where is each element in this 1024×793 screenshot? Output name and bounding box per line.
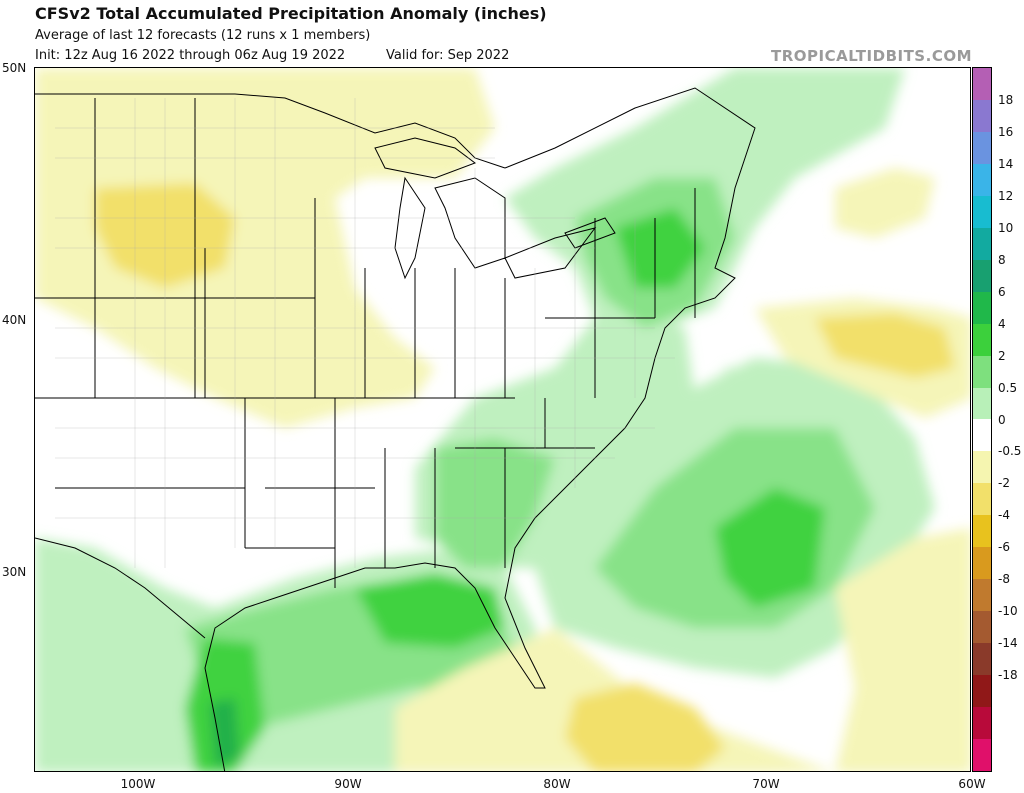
colorbar-tick-label: 14 bbox=[998, 156, 1014, 171]
valid-text: Valid for: Sep 2022 bbox=[386, 48, 510, 63]
colorbar-segment bbox=[973, 227, 991, 260]
lon-label-70w: 70W bbox=[752, 777, 780, 791]
colorbar-segment bbox=[973, 99, 991, 132]
colorbar-segment bbox=[973, 579, 991, 612]
credit-watermark: TROPICALTIDBITS.COM bbox=[771, 47, 972, 65]
lat-label-30n: 30N bbox=[2, 565, 27, 579]
lat-label-50n: 50N bbox=[2, 61, 27, 75]
map-subtitle: Average of last 12 forecasts (12 runs x … bbox=[35, 28, 371, 43]
colorbar-segment bbox=[973, 515, 991, 548]
wet-region-atlantic-upper bbox=[725, 368, 815, 428]
colorbar-tick-label: 18 bbox=[998, 92, 1014, 107]
colorbar-tick-label: -6 bbox=[998, 540, 1010, 555]
colorbar-segment bbox=[973, 131, 991, 164]
colorbar-tick-label: -2 bbox=[998, 476, 1010, 491]
colorbar-segment bbox=[973, 323, 991, 356]
colorbar-tick-label: 16 bbox=[998, 124, 1014, 139]
dry-region-atlantic-east-core bbox=[815, 313, 955, 378]
wet-region-texas-core bbox=[210, 698, 240, 768]
lon-label-100w: 100W bbox=[120, 777, 156, 791]
colorbar-tick-label: -10 bbox=[998, 604, 1018, 619]
colorbar-segment bbox=[973, 195, 991, 228]
map-canvas bbox=[35, 68, 970, 771]
colorbar-tick-label: 0.5 bbox=[998, 380, 1018, 395]
init-text: Init: 12z Aug 16 2022 through 06z Aug 19… bbox=[35, 48, 346, 63]
colorbar-tick-label: -18 bbox=[998, 668, 1018, 683]
colorbar-segment bbox=[973, 259, 991, 292]
colorbar-tick-label: 8 bbox=[998, 252, 1006, 267]
lat-label-40n: 40N bbox=[2, 313, 27, 327]
colorbar-tick-label: -4 bbox=[998, 508, 1010, 523]
great-lakes-outline bbox=[374, 137, 616, 280]
wet-region-newyork-core bbox=[615, 208, 705, 288]
colorbar-segment bbox=[973, 451, 991, 484]
anomaly-field bbox=[35, 68, 970, 771]
precip-anomaly-map bbox=[34, 67, 971, 772]
colorbar-tick-label: 4 bbox=[998, 316, 1006, 331]
wet-region-georgia bbox=[435, 438, 555, 568]
dry-region-atlantic-south bbox=[835, 528, 970, 771]
colorbar-tick-label: 0 bbox=[998, 412, 1006, 427]
us-canada-border bbox=[35, 93, 506, 169]
colorbar-segment bbox=[973, 675, 991, 708]
map-title: CFSv2 Total Accumulated Precipitation An… bbox=[35, 4, 547, 23]
colorbar-segment bbox=[973, 611, 991, 644]
colorbar-segment bbox=[973, 547, 991, 580]
wet-region-gulf-core bbox=[355, 573, 505, 648]
colorbar-segment bbox=[973, 643, 991, 676]
lon-label-80w: 80W bbox=[543, 777, 571, 791]
colorbar-tick-label: -14 bbox=[998, 636, 1018, 651]
colorbar-segment bbox=[973, 739, 991, 771]
mexico-border bbox=[35, 537, 206, 639]
dry-region-nova-scotia bbox=[835, 168, 935, 238]
atlantic-coastline bbox=[204, 87, 756, 771]
colorbar-tick-label: 10 bbox=[998, 220, 1014, 235]
colorbar-segment bbox=[973, 707, 991, 740]
colorbar-segment bbox=[973, 163, 991, 196]
wet-region-atlantic-core bbox=[715, 488, 825, 608]
colorbar-tick-label: -8 bbox=[998, 572, 1010, 587]
colorbar-tick-label: 12 bbox=[998, 188, 1014, 203]
colorbar-segment bbox=[973, 387, 991, 420]
county-mesh bbox=[55, 98, 675, 568]
colorbar-tick-label: 2 bbox=[998, 348, 1006, 363]
colorbar-tick-label: -0.5 bbox=[998, 444, 1022, 459]
colorbar-segment bbox=[973, 419, 991, 452]
political-boundaries bbox=[35, 87, 756, 771]
county-grid bbox=[55, 98, 675, 568]
colorbar-segment bbox=[973, 291, 991, 324]
colorbar-segment bbox=[973, 483, 991, 516]
lon-label-90w: 90W bbox=[334, 777, 362, 791]
colorbar-segment bbox=[973, 355, 991, 388]
dry-region-bahamas bbox=[565, 683, 725, 771]
colorbar bbox=[972, 67, 992, 772]
lon-label-60w: 60W bbox=[958, 777, 986, 791]
colorbar-segment bbox=[973, 68, 991, 100]
colorbar-tick-label: 6 bbox=[998, 284, 1006, 299]
